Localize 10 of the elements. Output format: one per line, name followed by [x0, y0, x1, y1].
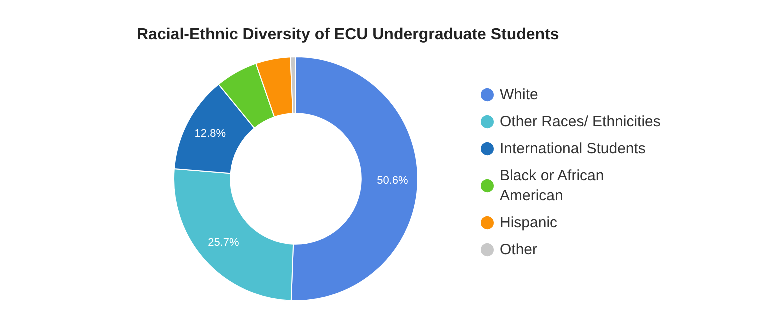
legend-label: Hispanic [500, 214, 558, 232]
chart-title: Racial-Ethnic Diversity of ECU Undergraduate Students [137, 26, 560, 44]
legend-label: Other [500, 242, 538, 258]
data-label: 12.8% [194, 128, 226, 140]
legend-label: White [500, 86, 538, 104]
data-label: 50.6% [377, 174, 408, 187]
legend-label: Other Races/ Ethnicities [500, 114, 661, 130]
legend-label: International Students [500, 140, 646, 158]
data-label: 25.7% [208, 237, 240, 250]
legend-label: Black or African American [500, 168, 608, 204]
